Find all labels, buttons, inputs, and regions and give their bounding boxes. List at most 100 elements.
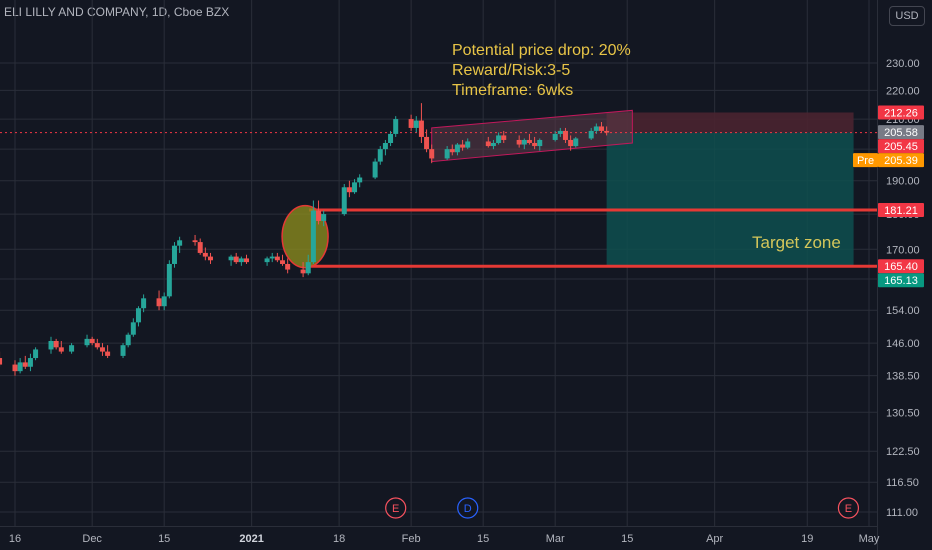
candle-body[interactable] — [424, 136, 430, 150]
candle-body[interactable] — [141, 298, 147, 309]
currency-button[interactable]: USD — [889, 6, 925, 26]
candle-body[interactable] — [568, 139, 574, 147]
candle-body[interactable] — [177, 240, 183, 246]
candle-body[interactable] — [516, 139, 522, 145]
candle-body[interactable] — [341, 187, 347, 215]
candle-body[interactable] — [346, 187, 352, 193]
candle-body[interactable] — [357, 177, 363, 183]
candle-body[interactable] — [593, 126, 599, 131]
candle-body[interactable] — [382, 143, 388, 150]
candle-body[interactable] — [604, 130, 610, 133]
candle-body[interactable] — [269, 256, 275, 259]
candle-body[interactable] — [280, 260, 286, 264]
candle-body[interactable] — [490, 143, 496, 147]
candle-body[interactable] — [573, 138, 579, 147]
price-tag: 165.40 — [884, 261, 918, 273]
candle-body[interactable] — [501, 135, 507, 140]
candle-body[interactable] — [372, 161, 378, 178]
candle-body[interactable] — [496, 135, 502, 144]
event-marker-e[interactable] — [385, 497, 407, 519]
candle-body[interactable] — [310, 210, 316, 263]
candle-body[interactable] — [418, 120, 424, 137]
candle-body[interactable] — [22, 362, 28, 367]
candle-body[interactable] — [0, 358, 3, 365]
candle-body[interactable] — [408, 119, 414, 128]
candle-body[interactable] — [460, 144, 466, 148]
price-tick-label: 230.00 — [886, 58, 920, 70]
candle-body[interactable] — [537, 139, 543, 147]
candle-body[interactable] — [27, 358, 33, 367]
candle-body[interactable] — [532, 143, 538, 147]
candle-body[interactable] — [48, 340, 54, 350]
candle-body[interactable] — [316, 210, 322, 221]
price-tick-label: 154.00 — [886, 305, 920, 317]
event-marker-d[interactable] — [457, 497, 479, 519]
candle-body[interactable] — [305, 262, 311, 274]
price-tick-label: 116.50 — [886, 477, 919, 489]
candle-body[interactable] — [17, 362, 23, 372]
candle-body[interactable] — [264, 258, 270, 263]
candle-body[interactable] — [58, 347, 64, 352]
candle-body[interactable] — [130, 322, 136, 335]
candle-body[interactable] — [94, 343, 100, 348]
candle-body[interactable] — [238, 258, 244, 263]
candle-body[interactable] — [53, 340, 59, 348]
date-tick-label: Mar — [546, 533, 565, 545]
candle-body[interactable] — [321, 214, 327, 221]
candle-body[interactable] — [274, 256, 280, 261]
candle-body[interactable] — [33, 349, 39, 359]
candle-body[interactable] — [444, 149, 450, 159]
candle-body[interactable] — [393, 119, 399, 134]
candle-body[interactable] — [557, 130, 563, 134]
candle-body[interactable] — [105, 351, 111, 356]
candle-body[interactable] — [125, 334, 131, 346]
price-tag-bg — [878, 153, 924, 168]
candle-body[interactable] — [69, 345, 75, 352]
candle-body[interactable] — [300, 269, 306, 274]
candle-body[interactable] — [521, 139, 527, 145]
event-marker-e[interactable] — [837, 497, 860, 519]
candle-body[interactable] — [413, 120, 419, 128]
rising-channel — [431, 109, 633, 163]
symbol-title[interactable]: ELI LILLY AND COMPANY, 1D, Cboe BZX — [4, 5, 230, 19]
candle-body[interactable] — [552, 133, 558, 140]
candle-body[interactable] — [166, 263, 172, 297]
candle-body[interactable] — [285, 263, 291, 270]
candle-body[interactable] — [202, 252, 208, 257]
candle-body[interactable] — [84, 338, 90, 346]
candle-body[interactable] — [485, 141, 491, 147]
candle-body[interactable] — [207, 256, 213, 261]
date-tick-label: 18 — [333, 533, 345, 545]
candle-body[interactable] — [377, 149, 383, 162]
candle-body[interactable] — [449, 149, 455, 153]
event-marker-label: E — [392, 503, 399, 515]
date-tick-label: Feb — [402, 533, 421, 545]
candle-body[interactable] — [171, 245, 177, 264]
candle-body[interactable] — [156, 298, 162, 307]
candle-body[interactable] — [197, 242, 203, 253]
candle-body[interactable] — [12, 364, 18, 372]
candle-body[interactable] — [161, 296, 167, 307]
candle-body[interactable] — [388, 133, 394, 144]
candle-body[interactable] — [562, 130, 568, 140]
candle-body[interactable] — [120, 345, 126, 356]
candle-body[interactable] — [244, 258, 250, 263]
candle-body[interactable] — [352, 182, 358, 193]
candle-body[interactable] — [89, 338, 95, 344]
candle-body[interactable] — [598, 126, 604, 131]
candle-body[interactable] — [526, 139, 532, 144]
price-tick-label: 138.50 — [886, 371, 920, 383]
candle-body[interactable] — [454, 144, 460, 153]
candle-body[interactable] — [99, 347, 105, 352]
price-tag-bg — [878, 273, 924, 288]
candle-body[interactable] — [192, 240, 198, 243]
candle-body[interactable] — [228, 256, 234, 261]
price-tag: 212.26 — [884, 107, 918, 119]
candle-body[interactable] — [429, 149, 435, 159]
candle-body[interactable] — [233, 256, 239, 263]
candle-body[interactable] — [465, 141, 471, 148]
candle-body[interactable] — [588, 130, 594, 139]
candle-body[interactable] — [135, 308, 141, 323]
price-tag-bg — [878, 125, 924, 140]
